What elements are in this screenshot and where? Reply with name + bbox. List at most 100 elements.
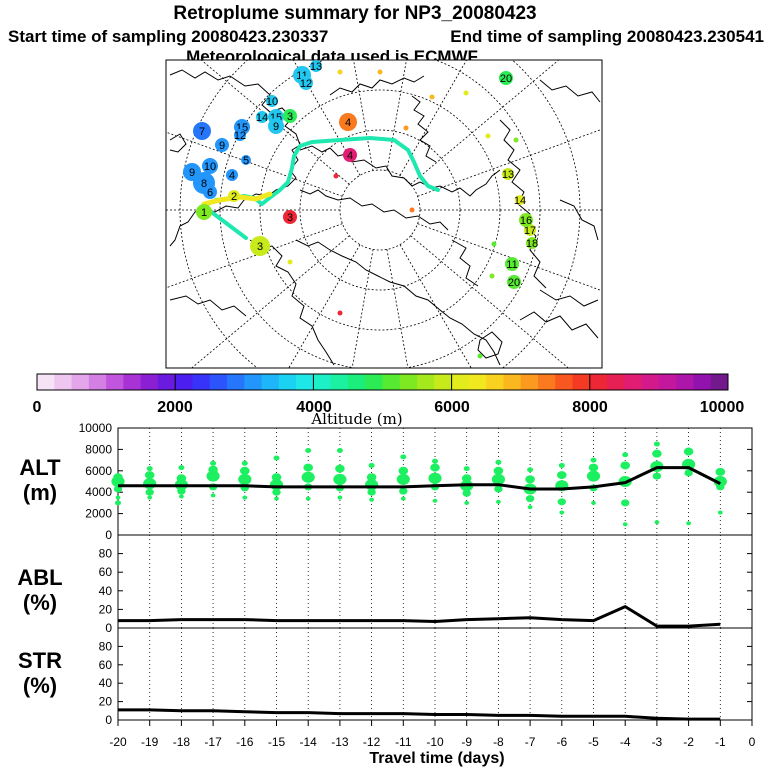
map-point-label: 3: [257, 241, 263, 253]
map-release-point: [526, 237, 538, 249]
map-point-label: 13: [502, 169, 514, 181]
colorbar-cell: [227, 374, 245, 390]
altitude-scatter-point: [496, 499, 501, 504]
plot-abl: 0 20 40 60 80: [99, 534, 753, 635]
map-speck: [337, 69, 343, 75]
map-meridian: [410, 235, 569, 368]
map-release-point: [250, 236, 270, 256]
colorbar-cell: [537, 374, 556, 390]
map-release-point: [343, 148, 357, 162]
map-point-label: 16: [520, 215, 532, 227]
colorbar-cell: [451, 374, 470, 390]
altitude-scatter-point: [147, 495, 153, 500]
altitude-scatter-point: [208, 465, 218, 474]
altitude-scatter-point: [367, 488, 376, 496]
colorbar-cell: [486, 374, 504, 390]
colorbar-cell: [710, 374, 729, 390]
panel-abl: ABL (%): [17, 565, 62, 615]
map-point-label: 4: [345, 117, 351, 129]
map-release-point: [519, 213, 533, 227]
y-tick-label: 0: [105, 621, 112, 635]
x-tick-label: -14: [300, 735, 318, 749]
altitude-scatter-point: [654, 520, 660, 525]
map-point-label: 11: [506, 259, 517, 271]
colorbar-cell: [365, 374, 383, 390]
map-release-point: [226, 169, 238, 181]
colorbar-cell: [192, 374, 211, 390]
map-meridian: [166, 223, 343, 289]
map-point-label: 9: [189, 167, 195, 179]
colorbar-cell: [434, 374, 453, 390]
y-tick-label: 6000: [85, 464, 112, 478]
map-meridian: [191, 235, 350, 368]
x-tick-label: -1: [715, 735, 726, 749]
plot-frame: [117, 627, 753, 721]
map-release-point: [215, 138, 229, 152]
altitude-scatter-point: [400, 454, 407, 460]
colorbar: 0 2000 4000 6000 8000 10000 Altitude (m): [33, 373, 745, 428]
map-point-label: 9: [219, 140, 225, 152]
x-tick-label: -7: [525, 735, 536, 749]
altitude-scatter-point: [717, 510, 723, 515]
panel-str: STR (%): [18, 648, 62, 698]
map-speck: [429, 94, 435, 100]
map-release-point: [202, 158, 218, 174]
altitude-scatter-point: [491, 473, 505, 485]
altitude-scatter-point: [396, 473, 410, 485]
y-tick-label: 20: [99, 602, 113, 616]
panel-str-label-2: (%): [23, 673, 57, 698]
altitude-scatter-point: [494, 485, 503, 493]
x-tick-label: -18: [173, 735, 191, 749]
map-point-label: 14: [256, 112, 268, 124]
x-tick-label: 0: [749, 735, 756, 749]
y-tick-label: 40: [99, 584, 113, 598]
altitude-scatter-point: [113, 473, 123, 482]
colorbar-cell: [209, 374, 228, 390]
map-point-label: 3: [287, 212, 293, 224]
map-point-label: 11: [296, 70, 307, 82]
altitude-scatter-point: [241, 460, 248, 466]
map-speck: [491, 241, 497, 247]
y-tick-label: 2000: [85, 507, 112, 521]
altitude-scatter-point: [366, 473, 377, 482]
map-frame: [165, 59, 603, 369]
trajectory-segment-yellow: [201, 191, 273, 207]
altitude-scatter-point: [493, 466, 504, 475]
altitude-scatter-point: [622, 452, 629, 458]
map-point-label: 12: [300, 78, 312, 90]
colorbar-tick-4000: 4000: [296, 399, 332, 416]
y-tick-label: 60: [99, 565, 113, 579]
map-point-label: 14: [514, 195, 526, 207]
y-tick-label: 0: [105, 528, 112, 542]
altitude-scatter-point: [463, 466, 470, 472]
map-point-label: 6: [207, 187, 213, 199]
y-tick-label: 8000: [85, 442, 112, 456]
altitude-scatter-point: [272, 488, 281, 496]
map-speck: [513, 137, 519, 143]
map-point-label: 7: [199, 126, 205, 138]
altitude-scatter-point: [143, 478, 157, 490]
map-release-point: [283, 109, 297, 123]
map-point-label: 13: [310, 61, 322, 73]
plot-alt: 0 2000 4000 6000 8000 10000: [79, 421, 753, 542]
altitude-scatter-point: [652, 472, 662, 480]
altitude-scatter-point: [337, 495, 343, 500]
colorbar-cell: [589, 374, 608, 390]
map-point-label: 10: [204, 161, 216, 173]
map-speck: [333, 173, 339, 179]
colorbar-cell: [693, 374, 712, 390]
colorbar-cell: [123, 374, 142, 390]
y-tick-label: 40: [99, 676, 113, 690]
map-point-label: 10: [266, 96, 278, 108]
colorbar-cell: [399, 374, 418, 390]
colorbar-cell: [261, 374, 280, 390]
altitude-scatter-point: [590, 457, 597, 463]
colorbar-tick-6000: 6000: [434, 399, 470, 416]
colorbar-tick-10000: 10000: [700, 399, 745, 416]
y-tick-label: 0: [105, 713, 112, 727]
x-tick-label: -16: [236, 735, 254, 749]
colorbar-cell: [37, 374, 55, 390]
map-release-point: [196, 204, 212, 220]
altitude-scatter-point: [144, 471, 155, 480]
